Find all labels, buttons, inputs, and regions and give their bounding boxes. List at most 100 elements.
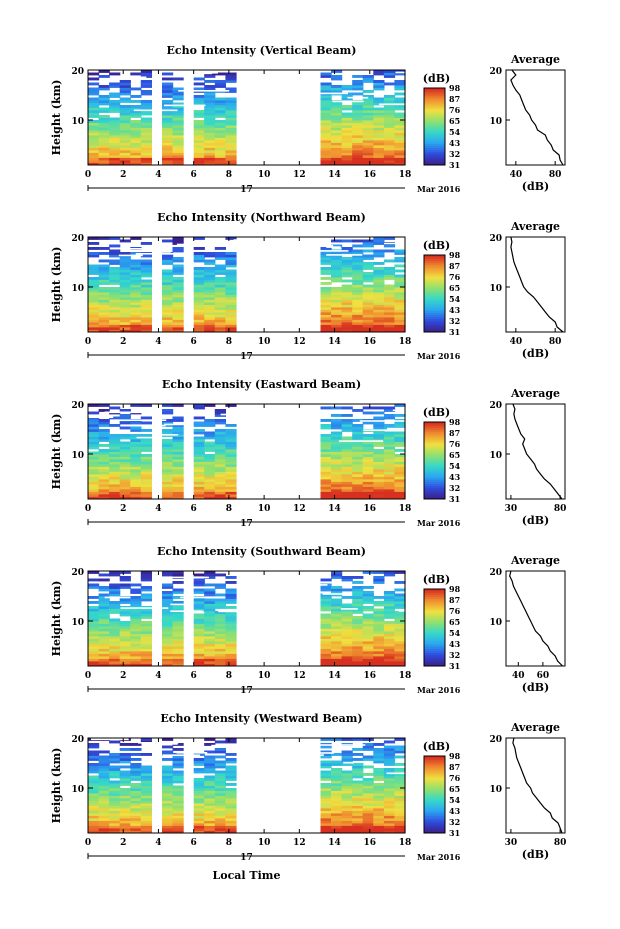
- heatmap-cell: [193, 768, 205, 771]
- heatmap-cell: [331, 571, 343, 574]
- heatmap-cell: [214, 257, 226, 260]
- heatmap-cell: [341, 825, 353, 829]
- heatmap-cell: [352, 591, 364, 594]
- heatmap-cell: [225, 259, 237, 263]
- heatmap-cell: [352, 269, 364, 273]
- panel-3: Echo Intensity (Southward Beam)0 2 4 6 8 10 12…: [50, 545, 566, 696]
- x-tick-label: 14: [328, 671, 341, 681]
- heatmap-cell: [172, 496, 184, 500]
- heatmap-cell: [362, 606, 374, 609]
- heatmap-cell: [362, 628, 374, 632]
- heatmap-cell: [204, 110, 216, 113]
- heatmap-cell: [204, 314, 216, 318]
- heatmap-cell: [214, 770, 226, 774]
- heatmap-cell: [383, 461, 396, 465]
- heatmap-cell: [193, 299, 205, 303]
- heatmap-cell: [320, 304, 332, 308]
- heatmap-cell: [225, 768, 237, 771]
- heatmap-cell: [193, 307, 205, 310]
- heatmap-cell: [341, 661, 353, 664]
- heatmap-cell: [98, 623, 110, 627]
- heatmap-cell: [130, 456, 142, 460]
- heatmap-cell: [352, 793, 364, 796]
- heatmap-cell: [394, 456, 406, 460]
- heatmap-cell: [109, 461, 121, 465]
- heatmap-cell: [88, 633, 100, 637]
- heatmap-cell: [383, 474, 396, 477]
- heatmap-cell: [214, 421, 226, 425]
- x-tick-label: 10: [258, 838, 271, 848]
- heatmap-cell: [352, 496, 364, 500]
- heatmap-cell: [130, 135, 142, 138]
- heatmap-cell: [130, 259, 142, 263]
- heatmap-cell: [320, 327, 332, 330]
- heatmap-cell: [214, 409, 226, 412]
- heatmap-cell: [193, 277, 205, 280]
- heatmap-gap-streak: [133, 109, 178, 112]
- heatmap-cell: [320, 277, 332, 280]
- heatmap-cell: [362, 115, 374, 118]
- heatmap-cell: [204, 755, 216, 759]
- heatmap-cell: [119, 297, 131, 300]
- heatmap-cell: [204, 461, 216, 465]
- heatmap-cell: [331, 297, 343, 300]
- heatmap-cell: [88, 155, 100, 158]
- heatmap-cell: [172, 319, 184, 323]
- heatmap-cell: [331, 122, 343, 126]
- heatmap-cell: [320, 643, 332, 647]
- heatmap-cell: [119, 127, 131, 131]
- heatmap-cell: [214, 818, 226, 821]
- heatmap-cell: [373, 476, 385, 480]
- colorbar-segment: [424, 316, 445, 319]
- heatmap-cell: [109, 307, 121, 310]
- heatmap-cell: [225, 576, 237, 579]
- heatmap-cell: [383, 489, 396, 492]
- heatmap-cell: [119, 479, 131, 482]
- heatmap-cell: [172, 820, 184, 824]
- heatmap-cell: [362, 329, 374, 333]
- heatmap-gap-streak: [123, 76, 147, 79]
- heatmap-cell: [204, 307, 216, 310]
- heatmap-cell: [383, 115, 396, 118]
- heatmap-cell: [373, 150, 385, 153]
- heatmap-cell: [88, 277, 100, 280]
- heatmap-cell: [320, 137, 332, 141]
- heatmap-cell: [320, 808, 332, 811]
- heatmap-cell: [109, 269, 121, 273]
- heatmap-cell: [341, 633, 353, 637]
- heatmap-cell: [109, 105, 121, 108]
- heatmap-cell: [130, 658, 142, 662]
- heatmap-cell: [352, 581, 364, 584]
- heatmap-cell: [109, 162, 121, 166]
- heatmap-cell: [214, 72, 226, 76]
- heatmap-cell: [109, 137, 121, 141]
- heatmap-cell: [172, 743, 184, 746]
- heatmap-cell: [383, 107, 396, 111]
- heatmap-cell: [162, 404, 174, 407]
- heatmap-cell: [331, 461, 343, 465]
- heatmap-frame: [87, 236, 406, 333]
- heatmap-cell: [98, 773, 110, 776]
- colorbar-segment: [424, 489, 445, 492]
- heatmap-cell: [320, 257, 332, 260]
- heatmap-cell: [214, 638, 226, 642]
- heatmap-cell: [162, 454, 174, 457]
- heatmap-cell: [109, 653, 121, 657]
- heatmap-cell: [140, 294, 152, 298]
- heatmap-cell: [362, 406, 374, 410]
- profile-y-tick-label: 20: [489, 67, 502, 77]
- heatmap-cell: [214, 601, 226, 604]
- heatmap-cell: [98, 810, 110, 814]
- heatmap-cell: [331, 790, 343, 794]
- heatmap-cell: [214, 115, 226, 118]
- heatmap-cell: [98, 755, 110, 759]
- heatmap-cell: [119, 292, 131, 295]
- profile-y-tick-label: 10: [489, 117, 502, 127]
- heatmap-cell: [204, 282, 216, 285]
- heatmap-cell: [341, 137, 353, 141]
- heatmap-cell: [204, 646, 216, 649]
- heatmap-cell: [352, 441, 364, 445]
- heatmap-cell: [331, 770, 343, 774]
- heatmap-cell: [320, 87, 332, 91]
- heatmap-cell: [88, 459, 100, 462]
